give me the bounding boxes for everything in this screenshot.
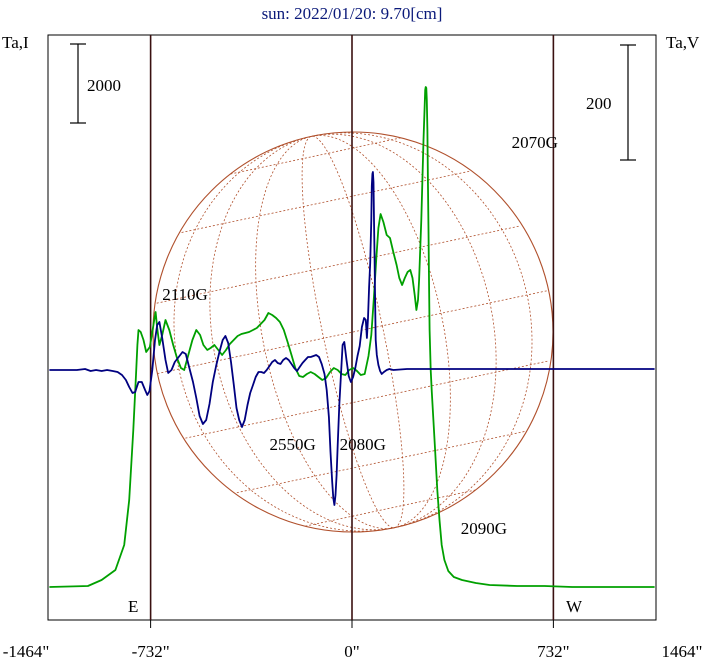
right-axis-label: Ta,V: [666, 33, 700, 52]
scale-bar-right: [620, 44, 636, 161]
annotations: 2110G 2550G 2080G 2090G 2070G: [162, 133, 558, 538]
solar-grid: [156, 132, 550, 532]
x-tick-label: 732": [537, 642, 569, 661]
x-tick-label: 1464": [662, 642, 703, 661]
annotation-2080g: 2080G: [340, 435, 386, 454]
series-line-blue: [49, 171, 655, 506]
annotation-2070g: 2070G: [512, 133, 558, 152]
scale-bar-left: [70, 43, 86, 124]
annotation-2550g: 2550G: [270, 435, 316, 454]
marker-label-west: W: [566, 597, 583, 616]
series-group: [49, 86, 655, 588]
scale-bar-left-label: 2000: [87, 76, 121, 95]
chart-title: sun: 2022/01/20: 9.70[cm]: [262, 4, 443, 23]
x-tick-label: -1464": [3, 642, 50, 661]
annotation-2110g: 2110G: [162, 285, 208, 304]
solar-disk: [152, 131, 554, 533]
scale-bar-right-label: 200: [586, 94, 612, 113]
left-axis-label: Ta,I: [2, 33, 29, 52]
x-tick-label: -732": [132, 642, 170, 661]
x-tick-label: 0": [344, 642, 359, 661]
x-axis-ticks: -1464" -732" 0" 732" 1464": [3, 620, 703, 661]
annotation-2090g: 2090G: [461, 519, 507, 538]
series-line-green: [49, 86, 655, 588]
marker-label-east: E: [128, 597, 138, 616]
